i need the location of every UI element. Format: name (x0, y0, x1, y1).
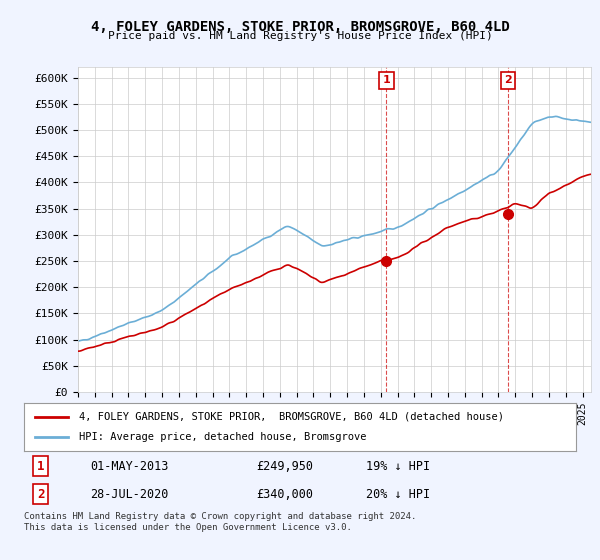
Text: 01-MAY-2013: 01-MAY-2013 (90, 460, 169, 473)
Text: 20% ↓ HPI: 20% ↓ HPI (366, 488, 430, 501)
Text: 28-JUL-2020: 28-JUL-2020 (90, 488, 169, 501)
Text: 19% ↓ HPI: 19% ↓ HPI (366, 460, 430, 473)
Text: £249,950: £249,950 (256, 460, 313, 473)
Text: 2: 2 (504, 75, 512, 85)
Text: Price paid vs. HM Land Registry's House Price Index (HPI): Price paid vs. HM Land Registry's House … (107, 31, 493, 41)
Text: 2: 2 (37, 488, 44, 501)
Text: HPI: Average price, detached house, Bromsgrove: HPI: Average price, detached house, Brom… (79, 432, 367, 442)
Text: 4, FOLEY GARDENS, STOKE PRIOR, BROMSGROVE, B60 4LD: 4, FOLEY GARDENS, STOKE PRIOR, BROMSGROV… (91, 20, 509, 34)
Text: 1: 1 (37, 460, 44, 473)
Text: Contains HM Land Registry data © Crown copyright and database right 2024.
This d: Contains HM Land Registry data © Crown c… (24, 512, 416, 532)
Text: 4, FOLEY GARDENS, STOKE PRIOR,  BROMSGROVE, B60 4LD (detached house): 4, FOLEY GARDENS, STOKE PRIOR, BROMSGROV… (79, 412, 504, 422)
Text: 1: 1 (382, 75, 390, 85)
Text: £340,000: £340,000 (256, 488, 313, 501)
